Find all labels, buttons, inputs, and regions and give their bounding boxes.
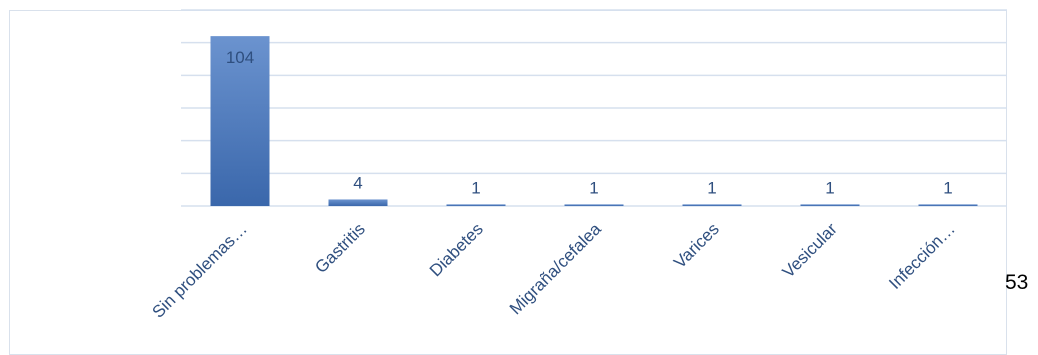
gridlines <box>181 9 1007 207</box>
data-label-4: 1 <box>589 178 598 197</box>
data-label-2: 4 <box>353 173 362 192</box>
data-label-7: 1 <box>943 178 952 197</box>
bar-4 <box>564 204 624 206</box>
category-label-3: Diabetes <box>426 219 487 280</box>
data-label-1: 104 <box>226 48 254 67</box>
bars <box>210 36 978 207</box>
category-label-5: Varices <box>670 219 723 272</box>
data-label-3: 1 <box>471 178 480 197</box>
bar-1 <box>210 36 270 207</box>
bar-7 <box>918 204 978 206</box>
data-label-5: 1 <box>707 178 716 197</box>
chart-frame <box>9 10 1007 355</box>
bar-3 <box>446 204 506 206</box>
category-labels: Sin problemas… Gastritis Diabetes Migraña/c… <box>149 219 959 322</box>
bar-5 <box>682 204 742 206</box>
category-label-7: Infección… <box>885 219 959 293</box>
data-labels: 104 4 1 1 1 1 1 <box>226 48 953 197</box>
category-label-6: Vesicular <box>779 219 841 281</box>
bar-2 <box>328 199 388 206</box>
category-label-4: Migraña/cefalea <box>506 219 605 318</box>
category-label-1: Sin problemas… <box>149 219 251 321</box>
category-label-2: Gastritis <box>311 219 369 277</box>
data-label-6: 1 <box>825 178 834 197</box>
bar-6 <box>800 204 860 206</box>
page-number: 53 <box>1005 271 1029 294</box>
